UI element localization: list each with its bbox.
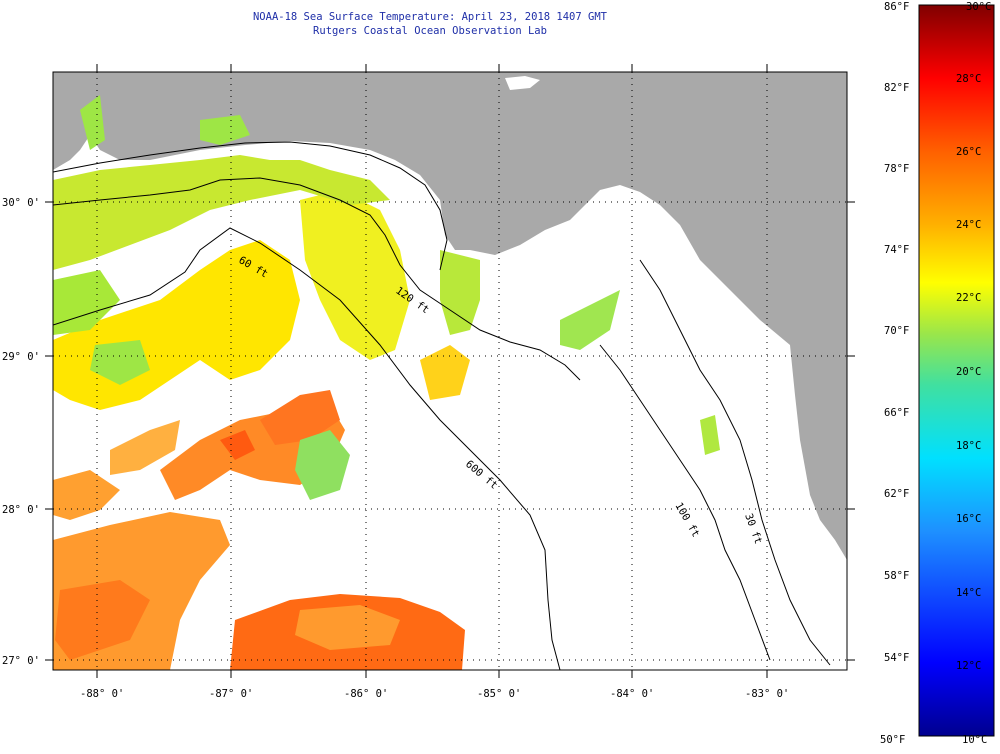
colorbar-c-label: 28°C: [956, 73, 981, 85]
colorbar-f-label: 86°F: [884, 1, 909, 13]
map-frame: [52, 71, 848, 671]
colorbar-c-label: 14°C: [956, 587, 981, 599]
lon-label: -83° 0': [745, 688, 789, 700]
colorbar-f-label: 78°F: [884, 163, 909, 175]
lon-label: -88° 0': [80, 688, 124, 700]
lon-label: -86° 0': [344, 688, 388, 700]
colorbar-f-label: 74°F: [884, 244, 909, 256]
chart-title: NOAA-18 Sea Surface Temperature: April 2…: [252, 11, 607, 23]
bathymetry-contours: [53, 141, 831, 670]
colorbar-c-label: 30°C: [966, 1, 991, 13]
sst-data-layer: [53, 390, 465, 670]
colorbar-c-label: 18°C: [956, 440, 981, 452]
colorbar-f-label: 54°F: [884, 652, 909, 664]
sst-cool-layer: [53, 95, 720, 500]
lon-label: -85° 0': [477, 688, 521, 700]
lon-label: -84° 0': [610, 688, 654, 700]
colorbar-c-label: 20°C: [956, 366, 981, 378]
colorbar-f-label: 70°F: [884, 325, 909, 337]
graticule: [53, 72, 847, 670]
lat-label: 27° 0': [2, 655, 40, 667]
lat-label: 30° 0': [2, 197, 40, 209]
land-mass: [53, 72, 847, 560]
colorbar-c-label: 12°C: [956, 660, 981, 672]
lake-patch: [505, 76, 540, 90]
colorbar-f-label: 58°F: [884, 570, 909, 582]
colorbar-f-label: 50°F: [880, 734, 905, 746]
colorbar-c-label: 10°C: [962, 734, 987, 746]
lat-label: 29° 0': [2, 351, 40, 363]
colorbar-c-label: 26°C: [956, 146, 981, 158]
axis-ticks: [45, 64, 855, 678]
lat-label: 28° 0': [2, 504, 40, 516]
colorbar-c-label: 22°C: [956, 292, 981, 304]
colorbar: [918, 4, 995, 737]
colorbar-f-label: 66°F: [884, 407, 909, 419]
colorbar-c-label: 16°C: [956, 513, 981, 525]
colorbar-f-label: 62°F: [884, 488, 909, 500]
colorbar-c-label: 24°C: [956, 219, 981, 231]
chart-subtitle: Rutgers Coastal Ocean Observation Lab: [313, 25, 547, 37]
lon-label: -87° 0': [209, 688, 253, 700]
colorbar-f-label: 82°F: [884, 82, 909, 94]
